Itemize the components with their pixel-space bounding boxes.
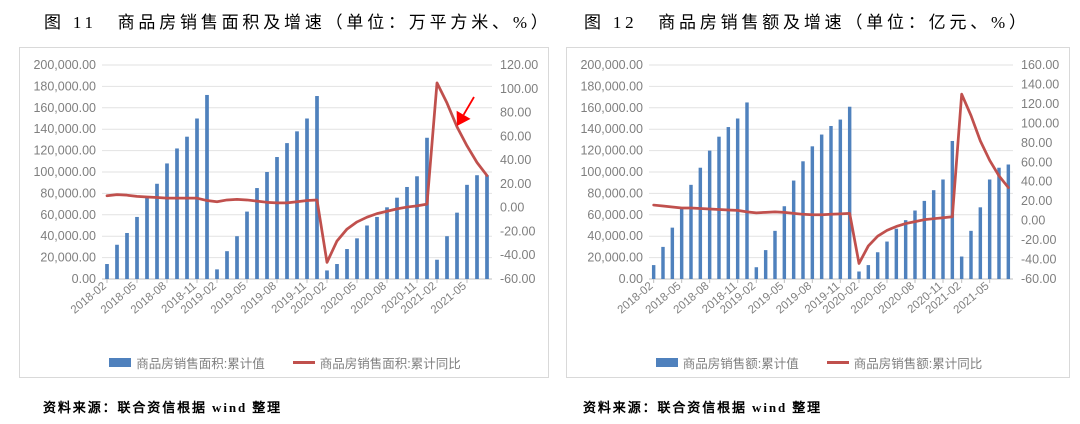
svg-text:20.00: 20.00 bbox=[1021, 194, 1052, 208]
svg-text:60.00: 60.00 bbox=[500, 129, 531, 143]
svg-text:200,000.00: 200,000.00 bbox=[580, 58, 643, 72]
svg-text:-20.00: -20.00 bbox=[1021, 233, 1056, 247]
svg-text:160,000.00: 160,000.00 bbox=[580, 101, 643, 115]
svg-text:-20.00: -20.00 bbox=[500, 224, 535, 238]
svg-text:100,000.00: 100,000.00 bbox=[580, 165, 643, 179]
svg-text:180,000.00: 180,000.00 bbox=[580, 79, 643, 93]
svg-text:200,000.00: 200,000.00 bbox=[33, 58, 96, 72]
svg-text:140,000.00: 140,000.00 bbox=[33, 122, 96, 136]
svg-text:20.00: 20.00 bbox=[500, 177, 531, 191]
svg-text:40.00: 40.00 bbox=[1021, 175, 1052, 189]
svg-text:-40.00: -40.00 bbox=[500, 248, 535, 262]
svg-text:0.00: 0.00 bbox=[619, 272, 643, 286]
svg-text:40,000.00: 40,000.00 bbox=[40, 229, 96, 243]
svg-text:80,000.00: 80,000.00 bbox=[587, 186, 643, 200]
svg-text:100,000.00: 100,000.00 bbox=[33, 165, 96, 179]
svg-text:120.00: 120.00 bbox=[500, 58, 538, 72]
svg-text:140,000.00: 140,000.00 bbox=[580, 122, 643, 136]
svg-text:60.00: 60.00 bbox=[1021, 155, 1052, 169]
svg-text:80.00: 80.00 bbox=[1021, 136, 1052, 150]
svg-text:-60.00: -60.00 bbox=[500, 272, 535, 286]
svg-text:0.00: 0.00 bbox=[500, 201, 524, 215]
svg-text:20,000.00: 20,000.00 bbox=[587, 251, 643, 265]
svg-text:80.00: 80.00 bbox=[500, 106, 531, 120]
svg-text:-40.00: -40.00 bbox=[1021, 253, 1056, 267]
svg-text:40.00: 40.00 bbox=[500, 153, 531, 167]
svg-text:180,000.00: 180,000.00 bbox=[33, 79, 96, 93]
svg-text:0.00: 0.00 bbox=[72, 272, 96, 286]
svg-text:20,000.00: 20,000.00 bbox=[40, 251, 96, 265]
svg-text:120,000.00: 120,000.00 bbox=[33, 144, 96, 158]
svg-text:160.00: 160.00 bbox=[1021, 58, 1059, 72]
svg-text:120.00: 120.00 bbox=[1021, 97, 1059, 111]
svg-text:160,000.00: 160,000.00 bbox=[33, 101, 96, 115]
svg-text:-60.00: -60.00 bbox=[1021, 272, 1056, 286]
svg-text:60,000.00: 60,000.00 bbox=[587, 208, 643, 222]
svg-text:140.00: 140.00 bbox=[1021, 77, 1059, 91]
svg-text:100.00: 100.00 bbox=[1021, 116, 1059, 130]
svg-text:60,000.00: 60,000.00 bbox=[40, 208, 96, 222]
svg-text:0.00: 0.00 bbox=[1021, 214, 1045, 228]
svg-text:100.00: 100.00 bbox=[500, 82, 538, 96]
svg-text:40,000.00: 40,000.00 bbox=[587, 229, 643, 243]
svg-text:80,000.00: 80,000.00 bbox=[40, 186, 96, 200]
svg-text:120,000.00: 120,000.00 bbox=[580, 144, 643, 158]
